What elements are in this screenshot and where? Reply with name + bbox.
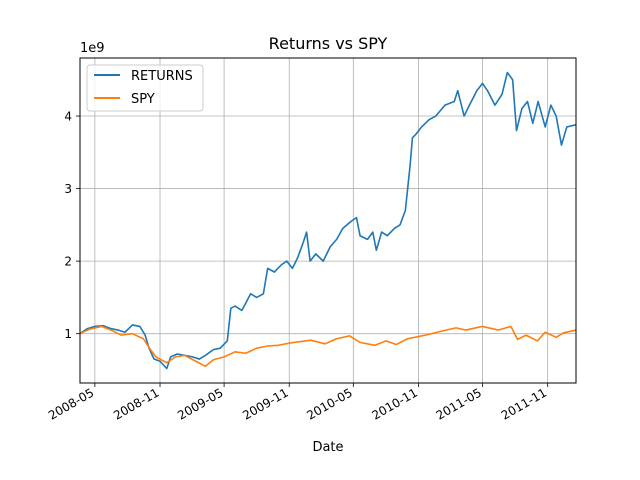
y-tick-label: 2: [64, 255, 72, 269]
legend: RETURNS SPY: [86, 64, 204, 112]
series-line-spy: [79, 325, 577, 368]
y-tick-label: 4: [64, 110, 72, 124]
plot-frame: [79, 57, 577, 384]
legend-box: [86, 64, 204, 112]
y-scale-label: 1e9: [80, 41, 105, 56]
series-lines: [79, 71, 577, 370]
grid: [80, 58, 576, 383]
y-tick-label: 3: [64, 182, 72, 196]
chart-title: Returns vs SPY: [269, 34, 388, 53]
series-line-returns: [79, 71, 577, 370]
legend-label-returns: RETURNS: [131, 69, 193, 84]
x-axis-label: Date: [312, 440, 343, 455]
y-axis-ticks: 1 2 3 4: [64, 110, 80, 341]
y-tick-label: 1: [64, 327, 72, 341]
legend-label-spy: SPY: [131, 92, 155, 107]
